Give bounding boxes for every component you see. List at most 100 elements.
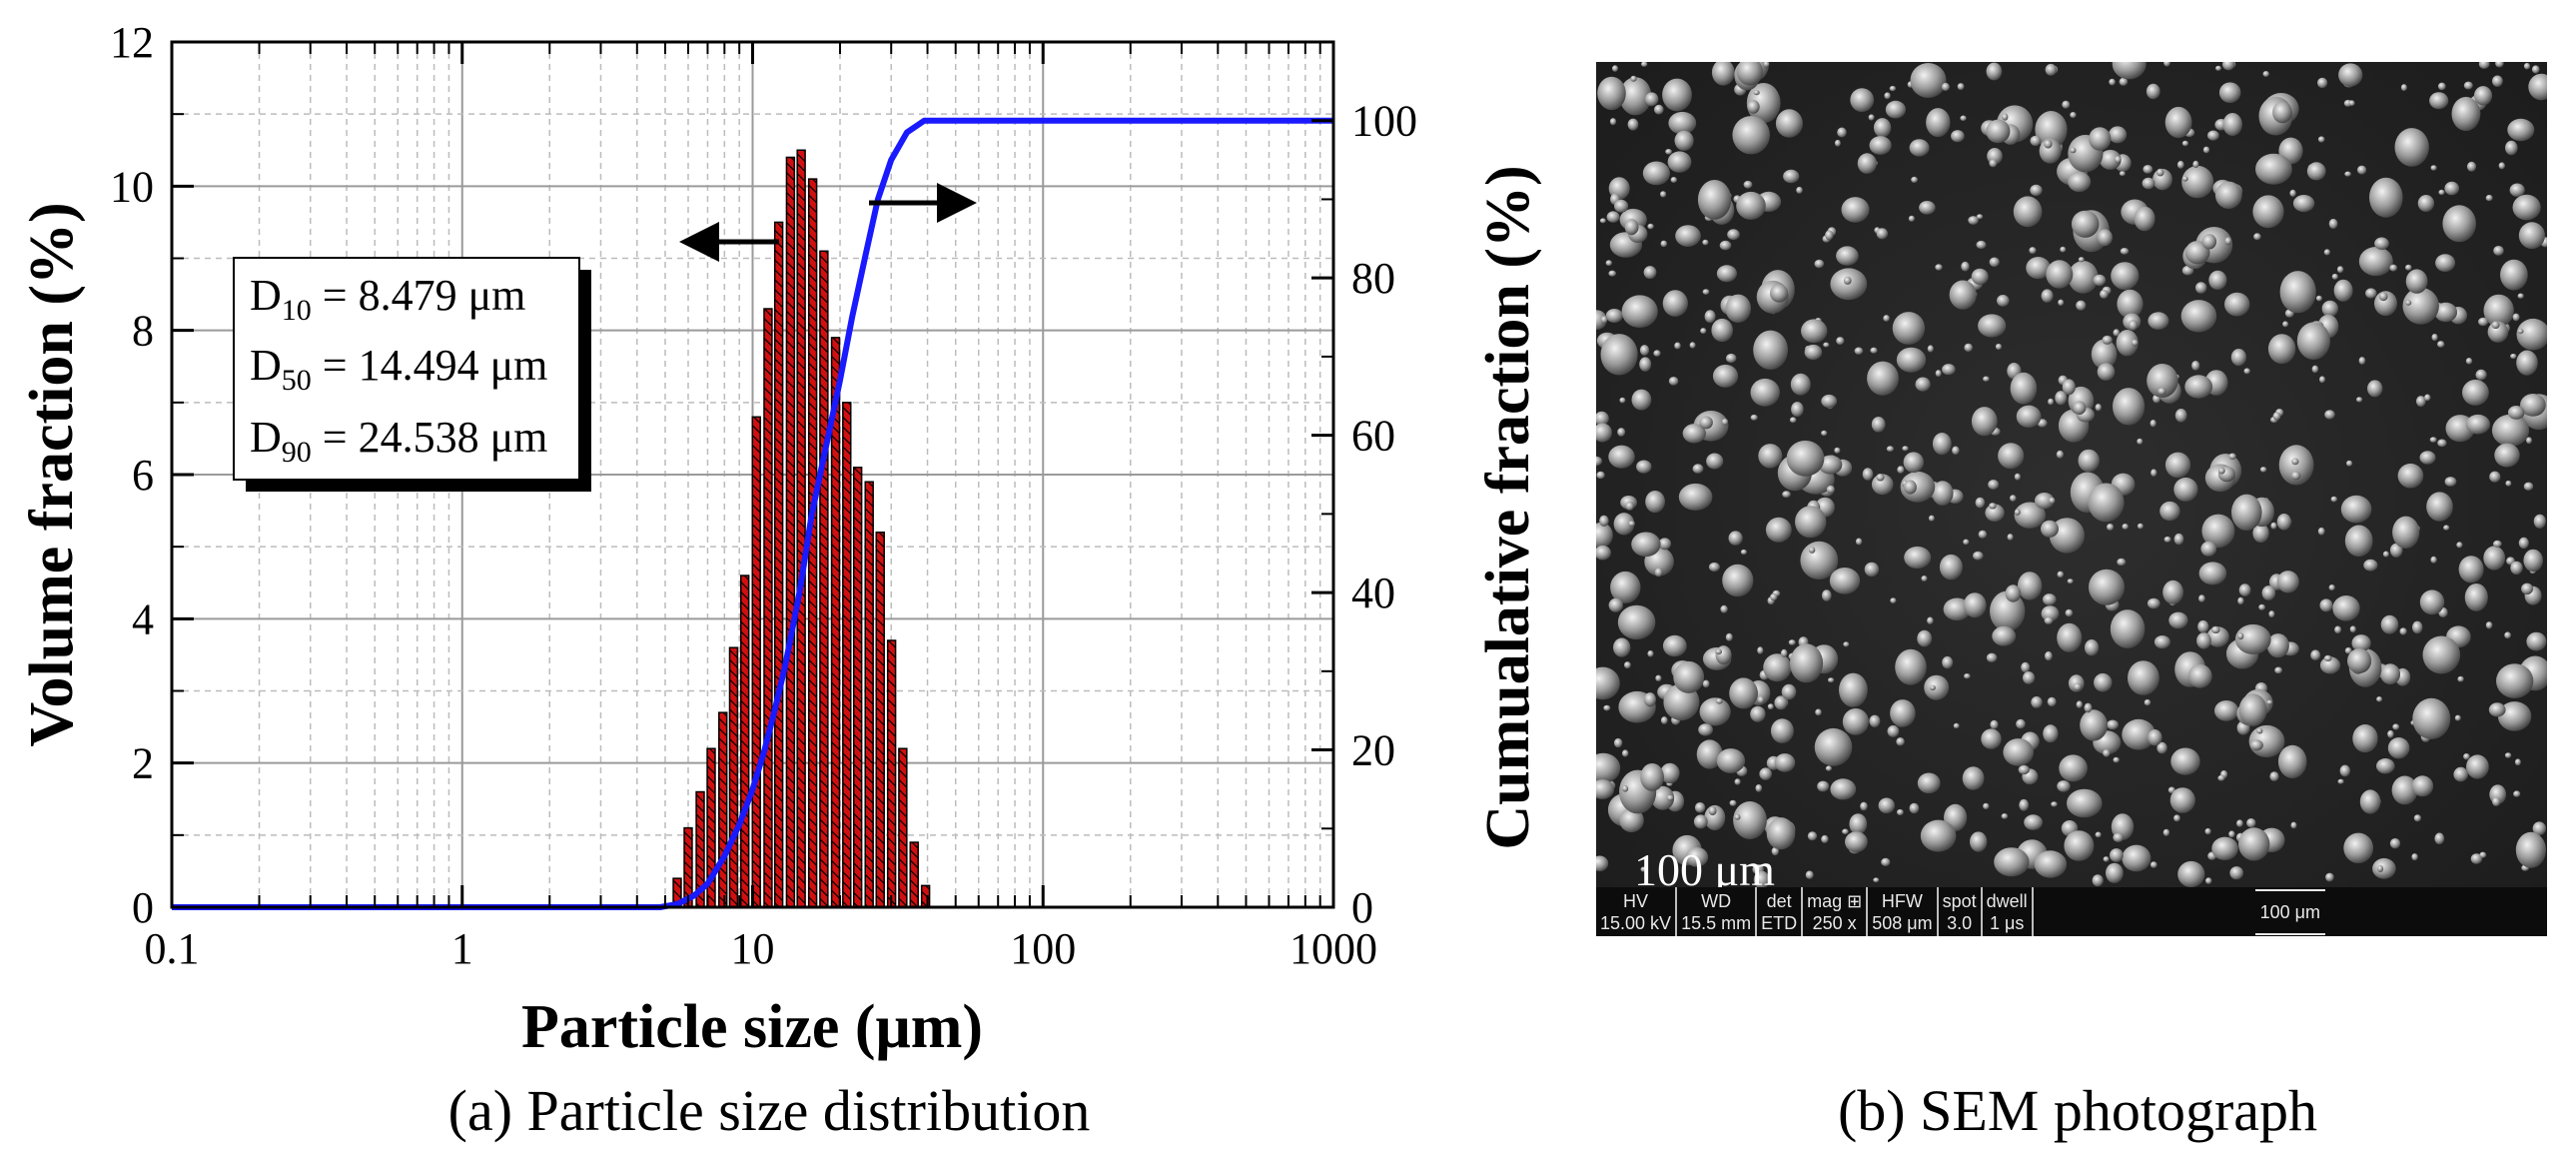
sem-particle [1842, 828, 1849, 835]
sem-particle [1622, 785, 1629, 792]
sem-particle [1596, 522, 1613, 549]
sem-particle [2169, 787, 2195, 813]
sem-particle [2010, 495, 2017, 502]
sem-particle [1988, 480, 2000, 490]
sem-particle [1815, 708, 1822, 716]
sem-particle [2389, 264, 2397, 272]
x-axis-title: Particle size (μm) [521, 993, 983, 1061]
sem-particle [1596, 545, 1611, 561]
sem-particle [2430, 556, 2437, 564]
sem-particle [1926, 108, 1951, 138]
x-tick-label: 100 [1010, 924, 1076, 973]
sem-particle [1693, 814, 1708, 829]
sem-particle [1729, 799, 1737, 806]
sem-particle [2217, 774, 2225, 781]
sem-particle [1613, 513, 1635, 536]
x-tick-label: 0.1 [145, 924, 200, 973]
legend-d90: D90 = 24.538 μm [250, 413, 547, 469]
sem-particle [2137, 523, 2144, 530]
sem-particle [1915, 377, 1931, 392]
sem-particle [2214, 181, 2242, 209]
sem-particle [2163, 62, 2170, 67]
sem-particle [1788, 639, 1796, 645]
sem-particle [2013, 196, 2043, 228]
y-right-tick-label: 20 [1351, 726, 1395, 775]
sem-particle [1727, 229, 1740, 241]
sem-particle [1685, 847, 1709, 867]
sem-particle [2394, 128, 2429, 167]
sem-particle [2489, 471, 2501, 483]
volume-bar [909, 841, 919, 908]
sem-particle [1774, 695, 1788, 710]
sem-particle [2317, 77, 2328, 89]
sem-particle [2412, 697, 2451, 740]
sem-particle [1667, 151, 1692, 173]
sem-particle [2518, 537, 2529, 550]
sem-particle [2400, 84, 2407, 92]
sem-particle [2417, 195, 2435, 212]
sem-particle [1911, 176, 1918, 183]
sem-particle [2016, 405, 2042, 428]
sem-particle [1743, 180, 1753, 189]
sem-particle [1757, 695, 1765, 704]
sem-particle [1678, 483, 1713, 511]
sem-particle [2222, 113, 2242, 136]
sem-particle [2073, 401, 2087, 416]
y-left-tick-label: 6 [132, 451, 154, 500]
sem-particle [1829, 568, 1861, 594]
sem-particle [2456, 542, 2463, 549]
sem-particle [2229, 866, 2243, 880]
sem-particle [2014, 509, 2021, 516]
sem-particle [1821, 834, 1829, 843]
sem-particle [2048, 398, 2055, 406]
sem-particle [2494, 443, 2520, 468]
sem-particle [1715, 648, 1722, 654]
sem-particle [2323, 654, 2332, 662]
sem-particle [2034, 850, 2068, 878]
sem-particle [2106, 862, 2124, 883]
sem-particle [2026, 257, 2051, 280]
sem-particle [2328, 585, 2335, 591]
sem-particle [2067, 788, 2103, 818]
sem-particle [1796, 186, 1803, 194]
sem-particle [1920, 819, 1957, 852]
sem-particle [1715, 697, 1723, 704]
sem-particle [2512, 313, 2520, 322]
sem-particle [2047, 696, 2057, 707]
sem-particle [2266, 699, 2273, 705]
sem-particle [2516, 350, 2538, 376]
sem-particle [2144, 698, 2151, 706]
sem-particle [2035, 111, 2068, 149]
sem-particle [2157, 388, 2166, 396]
sem-particle [2462, 379, 2489, 406]
sem-particle [1734, 778, 1741, 785]
volume-bar [864, 481, 874, 908]
sem-particle [1596, 855, 1609, 872]
sem-particle [1908, 215, 1915, 222]
sem-particle [2478, 62, 2490, 69]
sem-particle [1873, 877, 1880, 883]
sem-particle [2483, 294, 2514, 328]
sem-particle [1957, 83, 1965, 91]
sem-particle [1932, 481, 1954, 506]
sem-particle [1698, 723, 1713, 736]
sem-particle [1868, 114, 1875, 121]
sem-particle [1941, 82, 1950, 92]
sem-particle [2405, 264, 2412, 271]
sem-particle [2325, 872, 2334, 882]
sem-particle [1716, 748, 1746, 773]
sem-particle [2089, 127, 2112, 151]
sem-particle [2112, 62, 2147, 80]
sem-particle [1596, 423, 1612, 443]
sem-particle [2444, 477, 2457, 487]
sem-particle [2515, 831, 2546, 868]
sem-particle [1666, 794, 1674, 801]
sem-particle [1780, 648, 1788, 657]
sem-particle [2029, 247, 2037, 255]
sem-particle [2330, 496, 2337, 503]
sem-particle [2076, 700, 2083, 708]
sem-particle [1985, 504, 2005, 523]
sem-particle [2276, 514, 2291, 531]
sem-particle [2176, 160, 2184, 169]
sem-particle [2030, 135, 2042, 147]
